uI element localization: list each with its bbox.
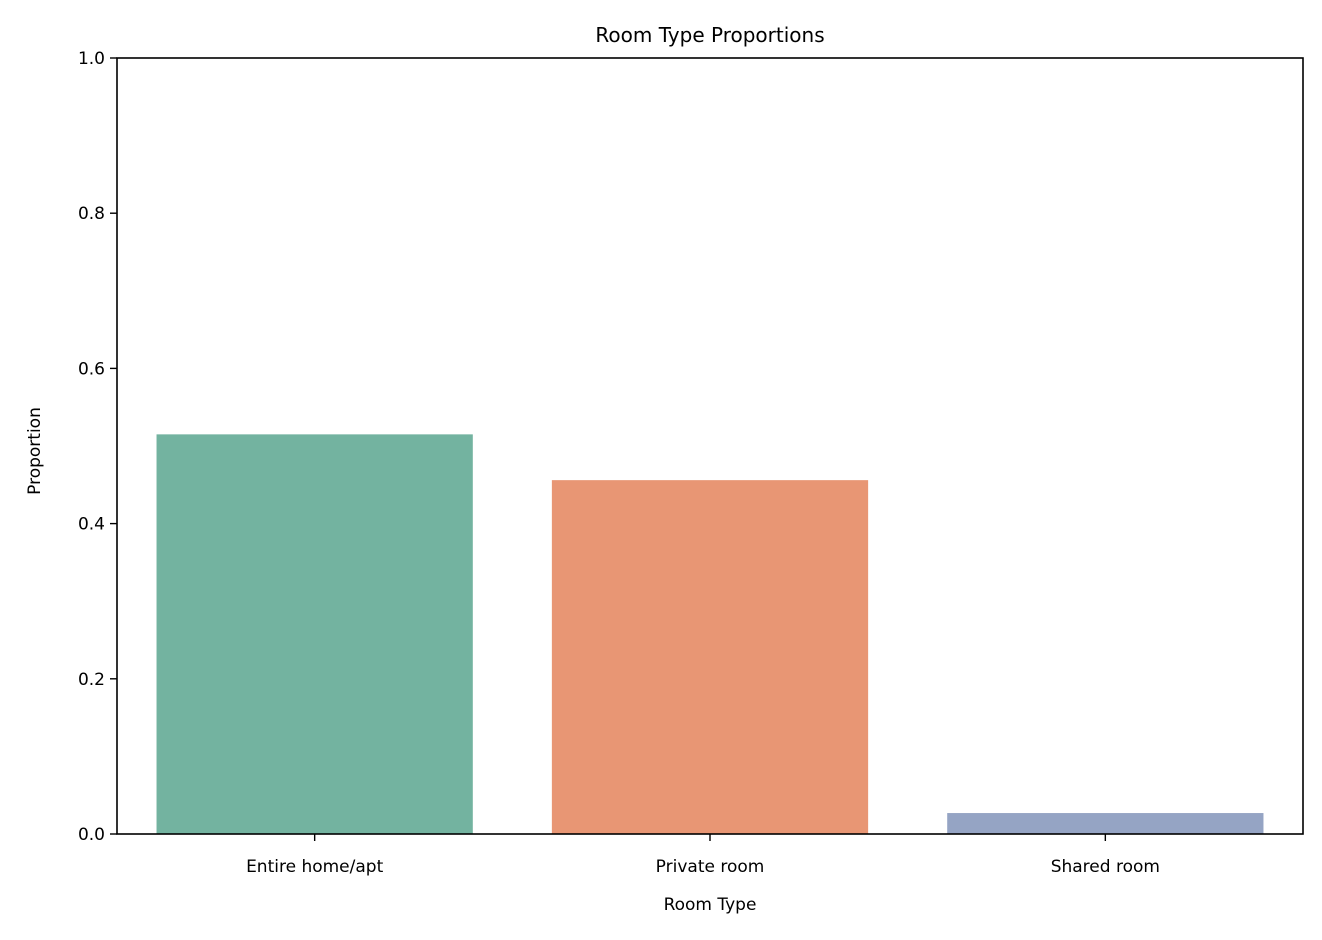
y-tick-label: 0.2: [78, 670, 105, 690]
y-tick-label: 0.6: [78, 359, 105, 379]
x-tick-label: Entire home/apt: [246, 857, 384, 877]
bar-private-room: [551, 480, 869, 834]
x-tick-label: Shared room: [1051, 857, 1160, 877]
y-axis-ticks: 0.0 0.2 0.4 0.6 0.8 1.0: [78, 49, 117, 845]
x-tick-label: Private room: [656, 857, 765, 877]
plot-frame: [116, 57, 1304, 835]
x-axis-ticks: Entire home/apt Private room Shared room: [246, 834, 1160, 877]
bars-layer: [156, 434, 1264, 834]
y-tick-label: 0.0: [78, 825, 105, 845]
y-tick-label: 1.0: [78, 49, 105, 69]
y-axis-label: Proportion: [25, 407, 45, 495]
chart-title: Room Type Proportions: [595, 23, 824, 47]
bar-shared-room: [947, 813, 1264, 834]
y-tick-label: 0.8: [78, 204, 105, 224]
y-tick-label: 0.4: [78, 515, 105, 535]
x-axis-label: Room Type: [664, 895, 757, 915]
bar-entire-home-apt: [156, 434, 473, 834]
